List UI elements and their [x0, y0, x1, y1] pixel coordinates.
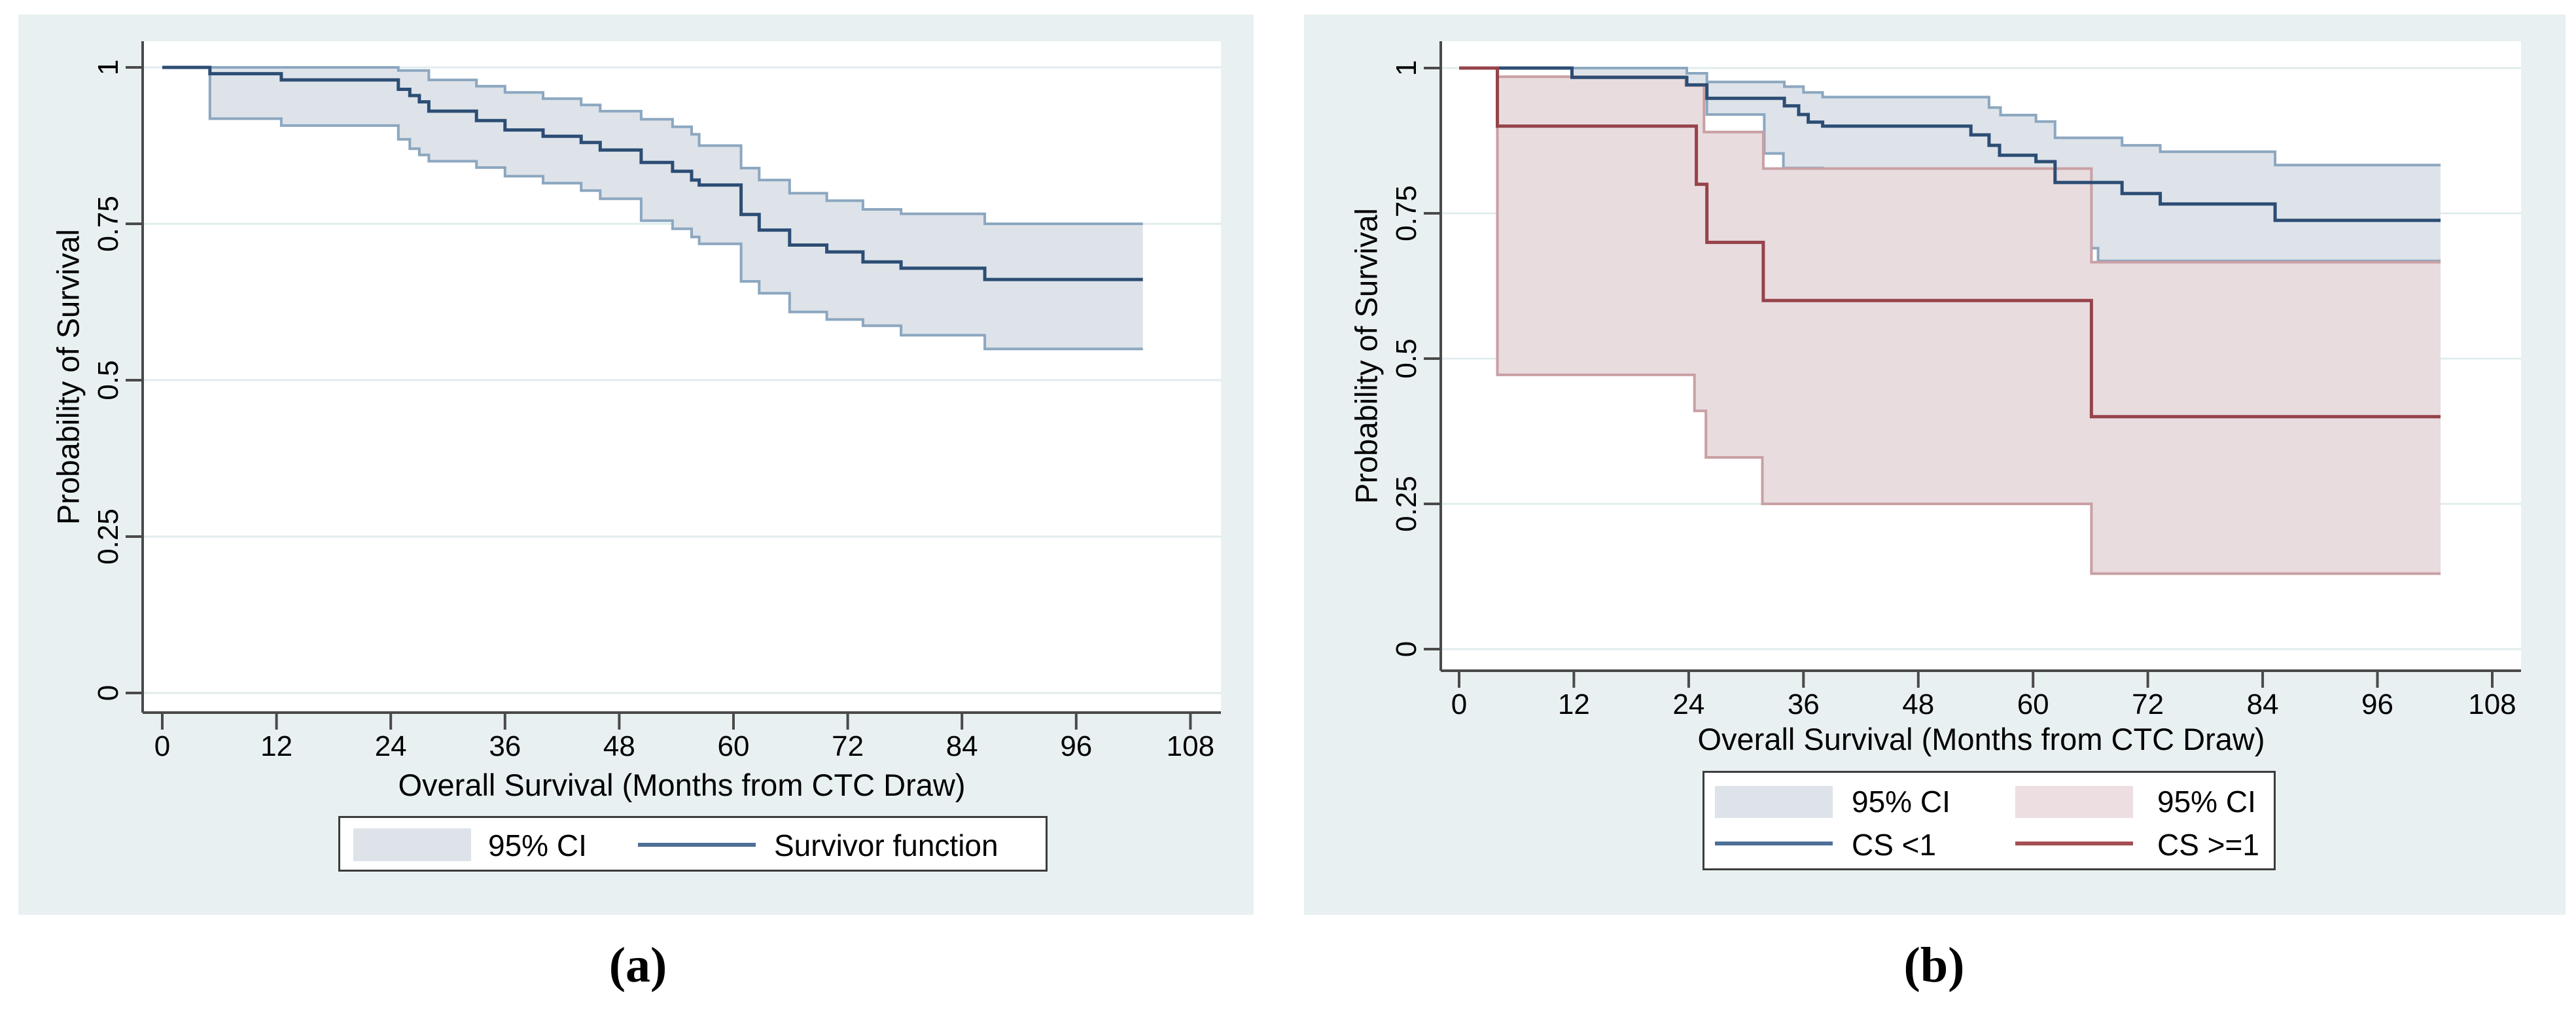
survivor-curve: [162, 65, 1143, 281]
y-tick-label: 0.25: [1390, 476, 1422, 532]
legend-label: 95% CI: [488, 828, 587, 862]
x-tick-label: 0: [1451, 688, 1468, 720]
x-tick-label: 36: [1787, 688, 1820, 720]
y-tick-label: 0.5: [92, 360, 124, 400]
x-tick-label: 12: [260, 730, 293, 762]
x-tick-label: 12: [1557, 688, 1590, 720]
panel-a-y-axis-title: Probability of Survival: [50, 229, 86, 525]
x-tick-label: 96: [2361, 688, 2393, 720]
ci-lower-edge: [162, 66, 1143, 351]
panel-b-x-axis-title: Overall Survival (Months from CTC Draw): [1697, 722, 2265, 756]
legend-label: CS >=1: [2157, 828, 2259, 862]
panel-a-caption: (a): [609, 938, 667, 993]
ci-band: [162, 67, 1143, 349]
y-tick-label: 0.75: [1390, 185, 1422, 241]
x-tick-label: 24: [374, 730, 407, 762]
x-tick-label: 0: [154, 730, 171, 762]
x-tick-label: 84: [2246, 688, 2279, 720]
ci-band: [1459, 68, 2441, 261]
legend-line-key: [638, 843, 756, 847]
panel-a-legend: 95% CI Survivor function: [338, 816, 1048, 872]
x-tick-label: 36: [489, 730, 521, 762]
y-tick-label: 0: [92, 684, 124, 701]
y-tick-label: 1: [1390, 60, 1422, 77]
ci-upper-edge: [162, 66, 1143, 225]
legend-swatch-key: [1715, 786, 1833, 818]
legend-swatch-key: [2015, 786, 2133, 818]
ci-upper-edge: [1459, 67, 2441, 167]
x-tick-label: 60: [2017, 688, 2049, 720]
y-tick-label: 0.5: [1390, 338, 1422, 379]
survivor-curve: [1459, 66, 2441, 419]
legend-line-key: [1715, 842, 1833, 845]
x-tick-label: 84: [945, 730, 978, 762]
survivor-curve: [1459, 66, 2441, 222]
y-tick-label: 1: [92, 59, 124, 76]
panel-b-y-axis-title: Probability of Survival: [1349, 208, 1384, 504]
x-tick-label: 48: [603, 730, 635, 762]
legend-swatch-key: [353, 828, 471, 861]
x-tick-label: 96: [1060, 730, 1093, 762]
y-tick-label: 0.25: [92, 508, 124, 565]
legend-label: 95% CI: [2157, 785, 2256, 819]
legend-label: 95% CI: [1852, 785, 1950, 819]
x-tick-label: 24: [1672, 688, 1705, 720]
x-tick-label: 108: [1166, 730, 1215, 762]
x-tick-label: 72: [832, 730, 864, 762]
y-tick-label: 0.75: [92, 196, 124, 252]
ci-band: [1459, 68, 2441, 574]
panel-b-caption: (b): [1903, 938, 1965, 993]
panel-b-legend: 95% CI 95% CI CS <1 CS >=1: [1703, 771, 2276, 870]
ci-lower-edge: [1459, 67, 2441, 575]
y-tick-label: 0: [1390, 641, 1422, 658]
x-tick-label: 72: [2132, 688, 2164, 720]
x-tick-label: 108: [2468, 688, 2516, 720]
legend-label: CS <1: [1852, 828, 1937, 862]
legend-line-key: [2015, 842, 2133, 845]
x-tick-label: 48: [1902, 688, 1935, 720]
panel-a-x-axis-title: Overall Survival (Months from CTC Draw): [398, 768, 966, 802]
legend-label: Survivor function: [774, 828, 998, 862]
x-tick-label: 60: [717, 730, 750, 762]
